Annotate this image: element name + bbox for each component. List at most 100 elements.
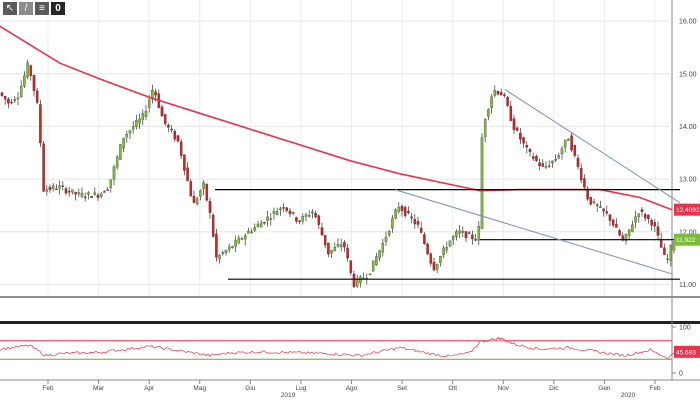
candle-body (464, 231, 468, 239)
candle-body (595, 204, 599, 206)
candle-body (138, 118, 141, 124)
candle-body (474, 238, 477, 241)
candle-body (387, 230, 391, 236)
candle-body (19, 86, 23, 97)
candle-body (74, 192, 77, 195)
candle-body (394, 209, 397, 219)
candle-body (605, 211, 609, 214)
candle-body (189, 181, 193, 197)
candle-body (48, 186, 52, 190)
candle-body (487, 109, 490, 117)
candle-body (115, 156, 119, 168)
candle-body (547, 165, 551, 168)
price-tick-label: 11.00 (679, 282, 696, 289)
candle-body (160, 106, 164, 117)
candle-body (647, 214, 650, 219)
candle-body (282, 207, 285, 209)
candle-body (381, 243, 385, 253)
candle-body (541, 163, 545, 167)
candle-body (0, 92, 4, 96)
cursor-tool-icon[interactable]: ↖ (3, 2, 17, 15)
candle-body (355, 278, 359, 287)
candle-body (279, 208, 282, 210)
candle-body (563, 139, 567, 148)
candle-body (637, 213, 641, 218)
candle-body (455, 231, 458, 237)
candle-body (384, 237, 388, 242)
candle-body (87, 192, 90, 195)
candle-body (71, 189, 74, 193)
candle-body (13, 99, 17, 101)
candle-body (400, 206, 404, 211)
candle-body (208, 201, 212, 213)
candle-body (397, 207, 401, 212)
oscillator-line (0, 337, 677, 361)
candle-body (631, 224, 634, 232)
candle-body (327, 242, 330, 255)
candle-body (16, 97, 20, 100)
candle-body (599, 206, 602, 208)
candle-body (666, 258, 669, 260)
candle-body (330, 250, 333, 254)
osc-tick-label: 100 (679, 325, 691, 332)
candle-body (432, 261, 436, 271)
candle-body (343, 242, 346, 248)
candle-body (135, 120, 138, 127)
candle-body (122, 137, 125, 149)
panel-divider[interactable] (0, 321, 700, 324)
candle-body (615, 224, 618, 228)
candle-body (211, 214, 215, 237)
x-tick-label: Feb (649, 385, 661, 392)
candle-body (90, 196, 93, 198)
candle-body (483, 119, 487, 137)
candle-body (32, 75, 36, 91)
candle-body (125, 134, 129, 138)
candle-body (576, 157, 580, 167)
candle-body (445, 247, 449, 251)
candle-body (371, 260, 375, 272)
candle-body (275, 211, 279, 216)
price-tick-label: 16.00 (679, 19, 697, 26)
text-tool-icon[interactable]: ≡ (35, 2, 49, 15)
candle-body (490, 96, 493, 109)
candle-body (611, 219, 615, 226)
candle-body (375, 256, 378, 266)
candle-body (560, 148, 564, 155)
candle-body (307, 215, 311, 217)
candle-body (506, 97, 509, 106)
trendline[interactable] (504, 89, 681, 204)
candle-body (467, 232, 471, 234)
candle-body (650, 219, 653, 226)
candle-body (368, 273, 372, 275)
candle-body (10, 101, 13, 104)
candle-body (67, 191, 71, 193)
candle-body (96, 194, 100, 198)
candle-body (263, 222, 266, 224)
candle-body (471, 234, 474, 239)
x-tick-label: Set (397, 385, 407, 392)
candle-body (256, 223, 260, 228)
trendline[interactable] (394, 189, 673, 275)
candle-body (176, 135, 180, 142)
candle-body (301, 216, 305, 222)
candle-body (231, 246, 234, 248)
draw-line-tool-icon[interactable]: / (19, 2, 33, 15)
zero-button[interactable]: 0 (51, 2, 65, 15)
candle-body (416, 221, 420, 225)
candle-body (170, 128, 173, 131)
candle-body (336, 244, 340, 247)
candle-body (429, 253, 433, 264)
candle-body (224, 250, 228, 254)
candle-body (80, 192, 84, 197)
candle-body (602, 208, 605, 212)
candle-body (227, 246, 231, 250)
candle-body (269, 218, 273, 220)
candle-body (346, 247, 349, 259)
x-tick-label: Lug (295, 385, 306, 392)
candle-body (266, 216, 269, 221)
candle-body (42, 143, 45, 192)
candle-body (55, 188, 58, 191)
candle-body (618, 230, 621, 236)
candle-body (461, 231, 465, 233)
